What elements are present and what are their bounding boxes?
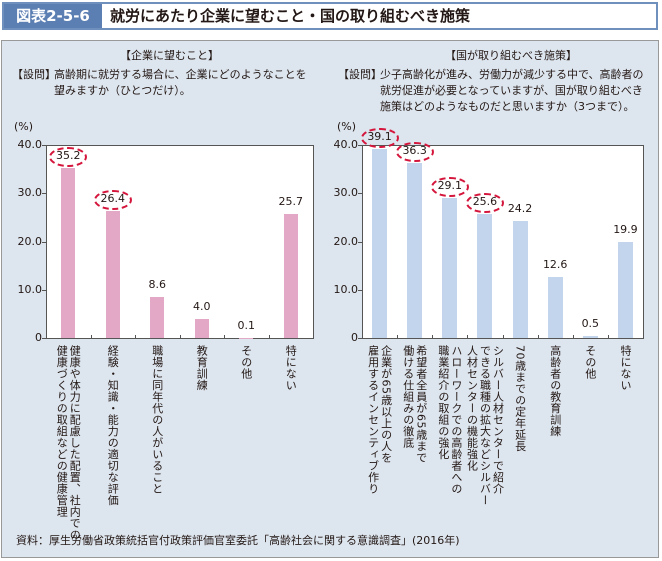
question-text: 高齢期に就労する場合に、企業にどのようなことを 望みますか（ひとつだけ）。 [54, 68, 307, 97]
left-question: 【設問】 高齢期に就労する場合に、企業にどのようなことを 望みますか（ひとつだけ… [12, 67, 332, 107]
y-tick-label: 0 [35, 331, 42, 344]
x-tick-mark [268, 335, 270, 339]
y-tick-mark [358, 193, 362, 195]
y-tick-mark [42, 145, 46, 146]
bar [582, 335, 598, 338]
category-label: シルバー人材センターで紹介 できる職種の拡大などシルバー 人材センターの機能強化 [465, 345, 505, 506]
y-tick-label: 10.0 [333, 282, 359, 296]
data-label: 25.7 [278, 194, 304, 208]
highlight-ring [49, 147, 88, 168]
bar [283, 213, 298, 338]
y-tick-label: 30.0 [17, 186, 43, 200]
question-tag: 【設問】 [338, 68, 382, 81]
highlight-ring [395, 141, 434, 162]
data-label: 4.0 [193, 299, 211, 313]
left-chart-title: 【企業に望むこと】 [120, 49, 219, 62]
x-tick-mark [397, 335, 399, 339]
bar [150, 296, 165, 338]
y-axis-unit: (%) [14, 120, 34, 133]
y-tick-label: 20.0 [333, 234, 359, 248]
x-tick-mark [502, 335, 504, 339]
category-label: 健康や体力に配慮した配置、社内での 健康づくりの取組などの健康管理 [55, 345, 82, 541]
category-label: 教育訓練 [195, 345, 209, 391]
x-tick-mark [135, 335, 136, 339]
x-tick-mark [432, 335, 434, 339]
y-tick-mark [358, 338, 362, 339]
highlight-ring [93, 189, 132, 210]
y-tick-mark [42, 241, 46, 243]
bar [105, 210, 120, 338]
right-question: 【設問】 少子高齢化が進み、労働力が減少する中で、高齢者の 就労促進が必要となっ… [338, 67, 658, 117]
category-label: 希望者全員が65歳まで 働ける仕組みの徹底 [401, 345, 428, 464]
category-label: 高齢者の教育訓練 [548, 345, 562, 437]
category-label: 特にない [284, 345, 298, 391]
bar [617, 241, 633, 338]
data-label: 0.5 [581, 316, 600, 330]
category-label: 70歳までの定年延長 [513, 345, 527, 452]
y-axis-unit: (%) [337, 120, 357, 133]
bar [61, 168, 76, 338]
bar [442, 197, 458, 338]
highlight-ring [360, 128, 399, 149]
category-label: その他 [583, 345, 597, 380]
bar [477, 214, 493, 338]
category-label: その他 [239, 345, 253, 380]
source-note: 資料：厚生労働省政策統括官付政策評価官室委託「高齢社会に関する意識調査」(201… [16, 534, 460, 547]
x-tick-mark [90, 335, 92, 339]
y-tick-label: 30.0 [333, 186, 359, 200]
figure-header: 図表2-5-6 就労にあたり企業に望むこと・国の取り組むべき施策 [2, 2, 658, 30]
y-tick-label: 40.0 [333, 138, 359, 151]
category-label: 経験・知識・能力の適切な評価 [106, 345, 120, 506]
data-label: 0.1 [237, 318, 256, 332]
y-tick-mark [42, 338, 46, 339]
figure-number: 図表2-5-6 [4, 4, 102, 28]
data-label: 8.6 [148, 277, 167, 291]
figure-title: 就労にあたり企業に望むこと・国の取り組むべき施策 [110, 7, 471, 25]
bar [372, 149, 388, 338]
y-tick-label: 10.0 [17, 282, 43, 296]
plot-area [362, 145, 644, 339]
y-tick-mark [42, 193, 46, 195]
y-tick-mark [358, 145, 362, 146]
data-label: 19.9 [613, 222, 638, 236]
bar [194, 318, 209, 338]
data-label: 24.2 [507, 202, 533, 216]
category-label: 企業が65歳以上の人を 雇用するインセンティブ作り [366, 345, 393, 495]
plot-area [46, 145, 314, 339]
highlight-ring [430, 176, 469, 197]
bar [547, 277, 563, 338]
x-tick-mark [607, 335, 609, 339]
y-tick-label: 40.0 [17, 138, 43, 151]
bar [512, 221, 528, 338]
y-tick-mark [358, 241, 362, 243]
category-label: ハローワークでの高齢者への 職業紹介の取組の強化 [436, 345, 463, 495]
x-tick-mark [572, 335, 574, 339]
question-tag: 【設問】 [12, 68, 56, 81]
x-tick-mark [537, 335, 539, 339]
y-tick-mark [42, 289, 46, 291]
y-tick-label: 0 [351, 331, 358, 344]
x-tick-mark [467, 335, 469, 339]
y-tick-label: 20.0 [17, 234, 43, 248]
x-tick-mark [224, 335, 225, 339]
right-chart-title: 【国が取り組むべき施策】 [445, 49, 577, 62]
category-label: 特にない [618, 345, 632, 391]
data-label: 12.6 [542, 258, 568, 272]
y-tick-mark [358, 289, 362, 291]
highlight-ring [465, 193, 504, 214]
x-tick-mark [179, 335, 181, 339]
category-label: 職場に同年代の人がいること [150, 345, 164, 495]
question-text: 少子高齢化が進み、労働力が減少する中で、高齢者の 就労促進が必要となっていますが… [380, 68, 644, 113]
bar [407, 162, 423, 338]
